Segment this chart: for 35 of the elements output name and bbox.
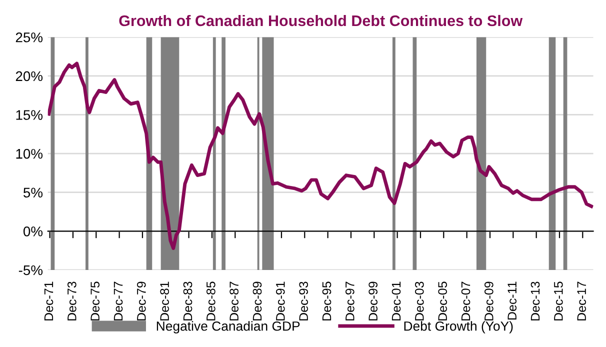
x-tick-label: Dec-85 xyxy=(206,282,216,320)
x-tick-label: Dec-79 xyxy=(136,282,146,320)
y-tick-label: 5% xyxy=(23,188,43,198)
y-tick-label: 10% xyxy=(16,148,43,159)
x-tick-label: Dec-99 xyxy=(368,282,378,320)
x-tick-label: Dec-91 xyxy=(276,282,285,320)
x-tick-label: Dec-07 xyxy=(461,282,470,320)
x-tick-label: Dec-97 xyxy=(345,282,354,320)
x-tick-label: Dec-95 xyxy=(322,282,332,320)
x-tick-label: Dec-17 xyxy=(577,282,586,320)
x-tick-label: Dec-01 xyxy=(392,282,401,320)
x-tick-label: Dec-09 xyxy=(484,282,494,320)
x-tick-label: Dec-87 xyxy=(230,282,238,320)
x-tick-label: Dec-81 xyxy=(160,282,169,320)
chart-title: Growth of Canadian Household Debt Continues to Slow xyxy=(119,14,523,26)
y-tick-label: 20% xyxy=(16,71,43,82)
x-tick-label: Dec-13 xyxy=(530,282,540,320)
legend-label: Debt Growth (YoY) xyxy=(404,321,513,334)
y-tick-label: 0% xyxy=(23,226,43,236)
x-tick-label: Dec-93 xyxy=(299,282,308,320)
x-tick-label: Dec-03 xyxy=(414,282,424,320)
y-tick-label: 25% xyxy=(16,32,43,42)
x-tick-label: Dec-15 xyxy=(554,282,563,320)
y-tick-label: 15% xyxy=(16,110,43,120)
x-tick-label: Dec-05 xyxy=(438,282,448,320)
y-tick-label: -5% xyxy=(18,265,43,276)
line-series xyxy=(48,62,594,250)
x-tick-label: Dec-83 xyxy=(183,282,192,320)
x-tick-label: Dec-71 xyxy=(44,282,54,320)
x-tick-label: Dec-89 xyxy=(252,282,262,320)
x-tick-label: Dec-11 xyxy=(508,282,517,320)
x-tick-label: Dec-77 xyxy=(114,282,123,320)
legend-label: Negative Canadian GDP xyxy=(156,321,300,334)
x-tick-label: Dec-75 xyxy=(90,282,100,320)
x-tick-label: Dec-73 xyxy=(67,282,76,320)
